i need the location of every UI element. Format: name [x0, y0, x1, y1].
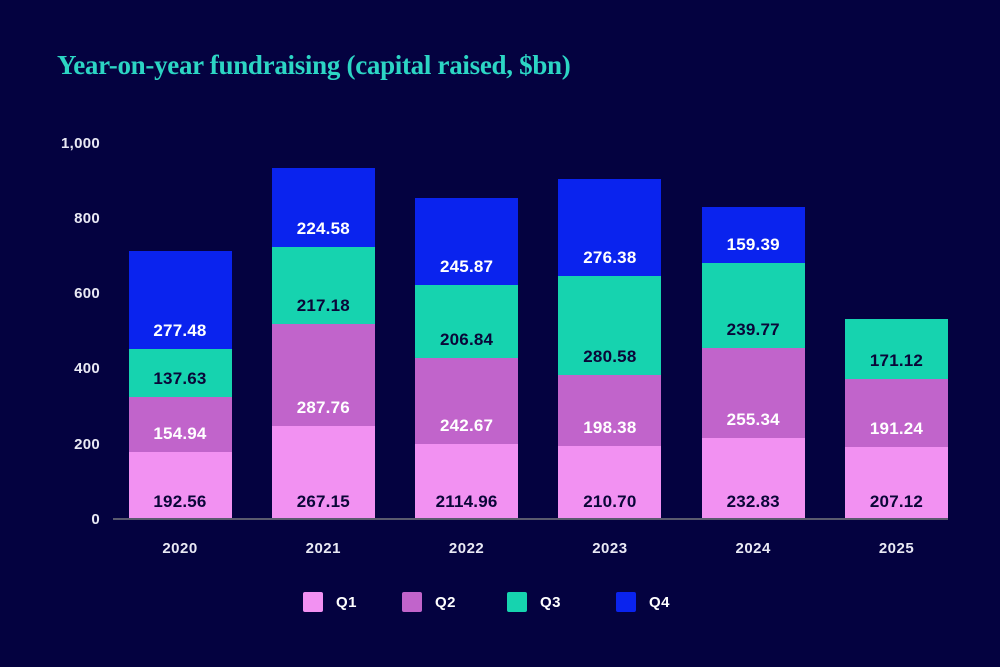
chart-title: Year-on-year fundraising (capital raised… — [57, 50, 571, 80]
y-tick-600: 600 — [74, 285, 100, 303]
x-tick-2021: 2021 — [305, 540, 341, 557]
segment-value-label: 267.15 — [296, 491, 350, 511]
bar-segment-q1-2025: 207.12 — [845, 446, 948, 520]
legend-item-q1: Q1 — [303, 592, 357, 612]
segment-value-label: 245.87 — [439, 257, 494, 277]
segment-value-label: 171.12 — [869, 351, 924, 371]
bar-segment-q3-2020: 137.63 — [128, 348, 232, 398]
bar-segment-q3-2024: 239.77 — [701, 262, 805, 348]
segment-value-label: 210.70 — [583, 491, 637, 511]
bar-segment-q2-2021: 287.76 — [271, 323, 375, 426]
legend-label: Q4 — [649, 593, 671, 611]
bar-segment-q4-2023: 276.38 — [558, 178, 662, 277]
bar-2022: 245.87 206.84 242.67 2114.96 — [415, 198, 519, 520]
segment-value-label: 198.38 — [583, 417, 637, 437]
bar-segment-q3-2025: 171.12 — [845, 318, 948, 380]
bar-segment-q3-2021: 217.18 — [271, 247, 375, 324]
segment-value-label: 192.56 — [153, 491, 207, 511]
bar-segment-q2-2024: 255.34 — [701, 347, 805, 438]
segment-value-label: 206.84 — [439, 330, 494, 350]
bar-segment-q2-2025: 191.24 — [845, 379, 948, 447]
segment-value-label: 217.18 — [296, 295, 350, 315]
segment-value-label: 255.34 — [726, 409, 780, 429]
x-tick-2022: 2022 — [448, 540, 485, 557]
segment-value-label: 207.12 — [869, 491, 924, 511]
bar-segment-q2-2020: 154.94 — [128, 397, 232, 452]
legend-item-q3: Q3 — [507, 592, 561, 612]
segment-value-label: 239.77 — [726, 319, 780, 339]
bar-2024: 159.39 239.77 255.34 232.83 — [701, 206, 805, 520]
legend-swatch-q4 — [616, 592, 636, 612]
segment-value-label: 277.48 — [153, 320, 207, 340]
bar-2020: 277.48 137.63 154.94 192.56 — [128, 250, 232, 520]
y-tick-200: 200 — [74, 435, 100, 453]
bar-segment-q4-2021: 224.58 — [271, 167, 375, 248]
segment-value-label: 232.83 — [726, 491, 780, 511]
bar-segment-q1-2020: 192.56 — [128, 451, 232, 520]
bar-segment-q2-2023: 198.38 — [558, 375, 662, 446]
segment-value-label: 2114.96 — [435, 491, 498, 511]
legend-swatch-q2 — [402, 592, 422, 612]
segment-value-label: 159.39 — [726, 234, 780, 254]
x-tick-2020: 2020 — [162, 540, 198, 557]
bar-2021: 224.58 217.18 287.76 267.15 — [271, 167, 375, 520]
bar-segment-q3-2022: 206.84 — [415, 285, 519, 359]
legend-swatch-q3 — [507, 592, 527, 612]
legend-label: Q3 — [540, 593, 562, 611]
segment-value-label: 280.58 — [583, 347, 637, 367]
x-axis-line — [113, 518, 948, 520]
bar-segment-q4-2024: 159.39 — [701, 206, 805, 263]
segment-value-label: 154.94 — [153, 423, 207, 443]
bar-segment-q4-2022: 245.87 — [415, 198, 519, 286]
bar-2023: 276.38 280.58 198.38 210.70 — [558, 178, 662, 520]
bar-segment-q2-2022: 242.67 — [415, 358, 519, 445]
y-tick-1000: 1,000 — [60, 134, 100, 152]
legend-item-q4: Q4 — [616, 592, 670, 612]
x-tick-2024: 2024 — [735, 540, 771, 557]
legend-label: Q2 — [435, 593, 457, 611]
y-tick-400: 400 — [74, 360, 100, 378]
bar-2025: 171.12 191.24 207.12 — [845, 318, 948, 520]
bar-segment-q1-2023: 210.70 — [558, 445, 662, 520]
segment-value-label: 224.58 — [296, 219, 350, 239]
y-tick-0: 0 — [91, 511, 100, 528]
segment-value-label: 276.38 — [583, 248, 637, 268]
y-tick-800: 800 — [74, 209, 100, 227]
bar-segment-q3-2023: 280.58 — [558, 276, 662, 376]
bar-segment-q1-2024: 232.83 — [701, 437, 805, 520]
segment-value-label: 191.24 — [869, 418, 924, 438]
x-tick-2025: 2025 — [878, 540, 915, 557]
segment-value-label: 287.76 — [296, 397, 350, 417]
bar-segment-q1-2021: 267.15 — [271, 425, 375, 520]
legend-label: Q1 — [336, 593, 358, 611]
segment-value-label: 137.63 — [153, 369, 207, 389]
bar-segment-q4-2020: 277.48 — [128, 250, 232, 349]
bar-segment-q1-2022: 2114.96 — [415, 444, 519, 520]
segment-value-label: 242.67 — [439, 416, 494, 436]
legend-swatch-q1 — [303, 592, 323, 612]
x-tick-2023: 2023 — [592, 540, 628, 557]
legend-item-q2: Q2 — [402, 592, 456, 612]
